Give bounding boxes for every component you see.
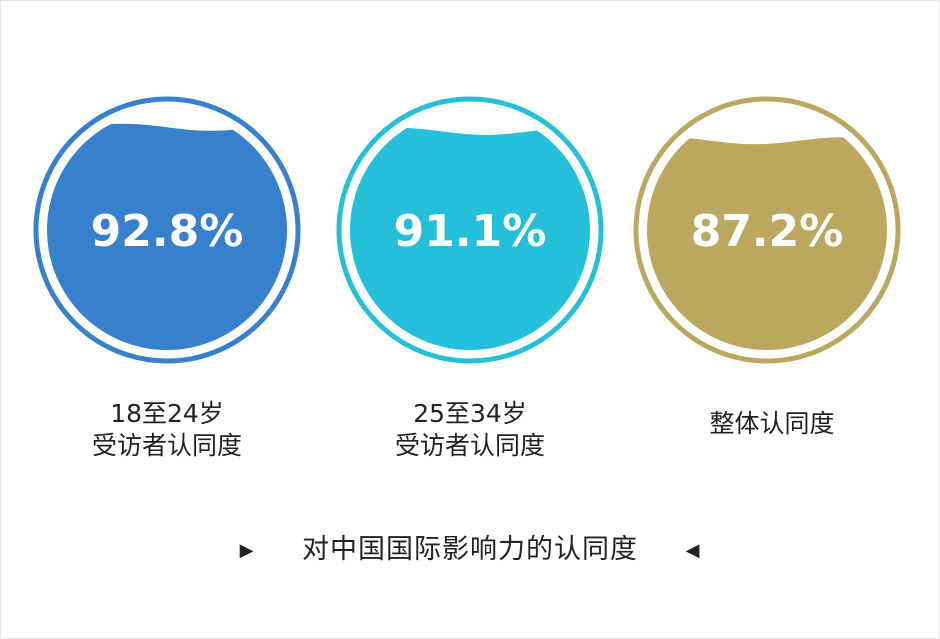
triangle-right-icon: ▶ — [239, 540, 255, 561]
chart-title: 对中国国际影响力的认同度 — [302, 534, 638, 565]
gauge-0: 92.8% — [33, 96, 301, 364]
gauge-value-label: 87.2% — [691, 206, 844, 257]
gauge-label-2: 整体认同度 — [642, 408, 902, 440]
gauge-1: 91.1% — [336, 96, 604, 364]
label-line2: 受访者认同度 — [91, 431, 242, 460]
gauge-label-0: 18至24岁 受访者认同度 — [37, 398, 297, 462]
label-line1: 18至24岁 — [110, 399, 224, 428]
gauge-fill — [647, 137, 887, 350]
label-line2: 受访者认同度 — [394, 431, 545, 460]
gauge-2: 87.2% — [633, 96, 901, 364]
triangle-left-icon: ◀ — [685, 540, 701, 561]
label-line1: 整体认同度 — [709, 409, 835, 438]
gauge-label-1: 25至34岁 受访者认同度 — [340, 398, 600, 462]
gauge-value-label: 91.1% — [394, 206, 547, 257]
gauge-fill — [47, 123, 287, 350]
gauge-ring — [336, 96, 604, 364]
chart-title-row: ▶ 对中国国际影响力的认同度 ◀ — [0, 527, 940, 566]
gauge-fill — [350, 127, 590, 350]
label-line1: 25至34岁 — [413, 399, 527, 428]
gauge-ring — [33, 96, 301, 364]
gauge-ring — [633, 96, 901, 364]
gauge-value-label: 92.8% — [91, 206, 244, 257]
